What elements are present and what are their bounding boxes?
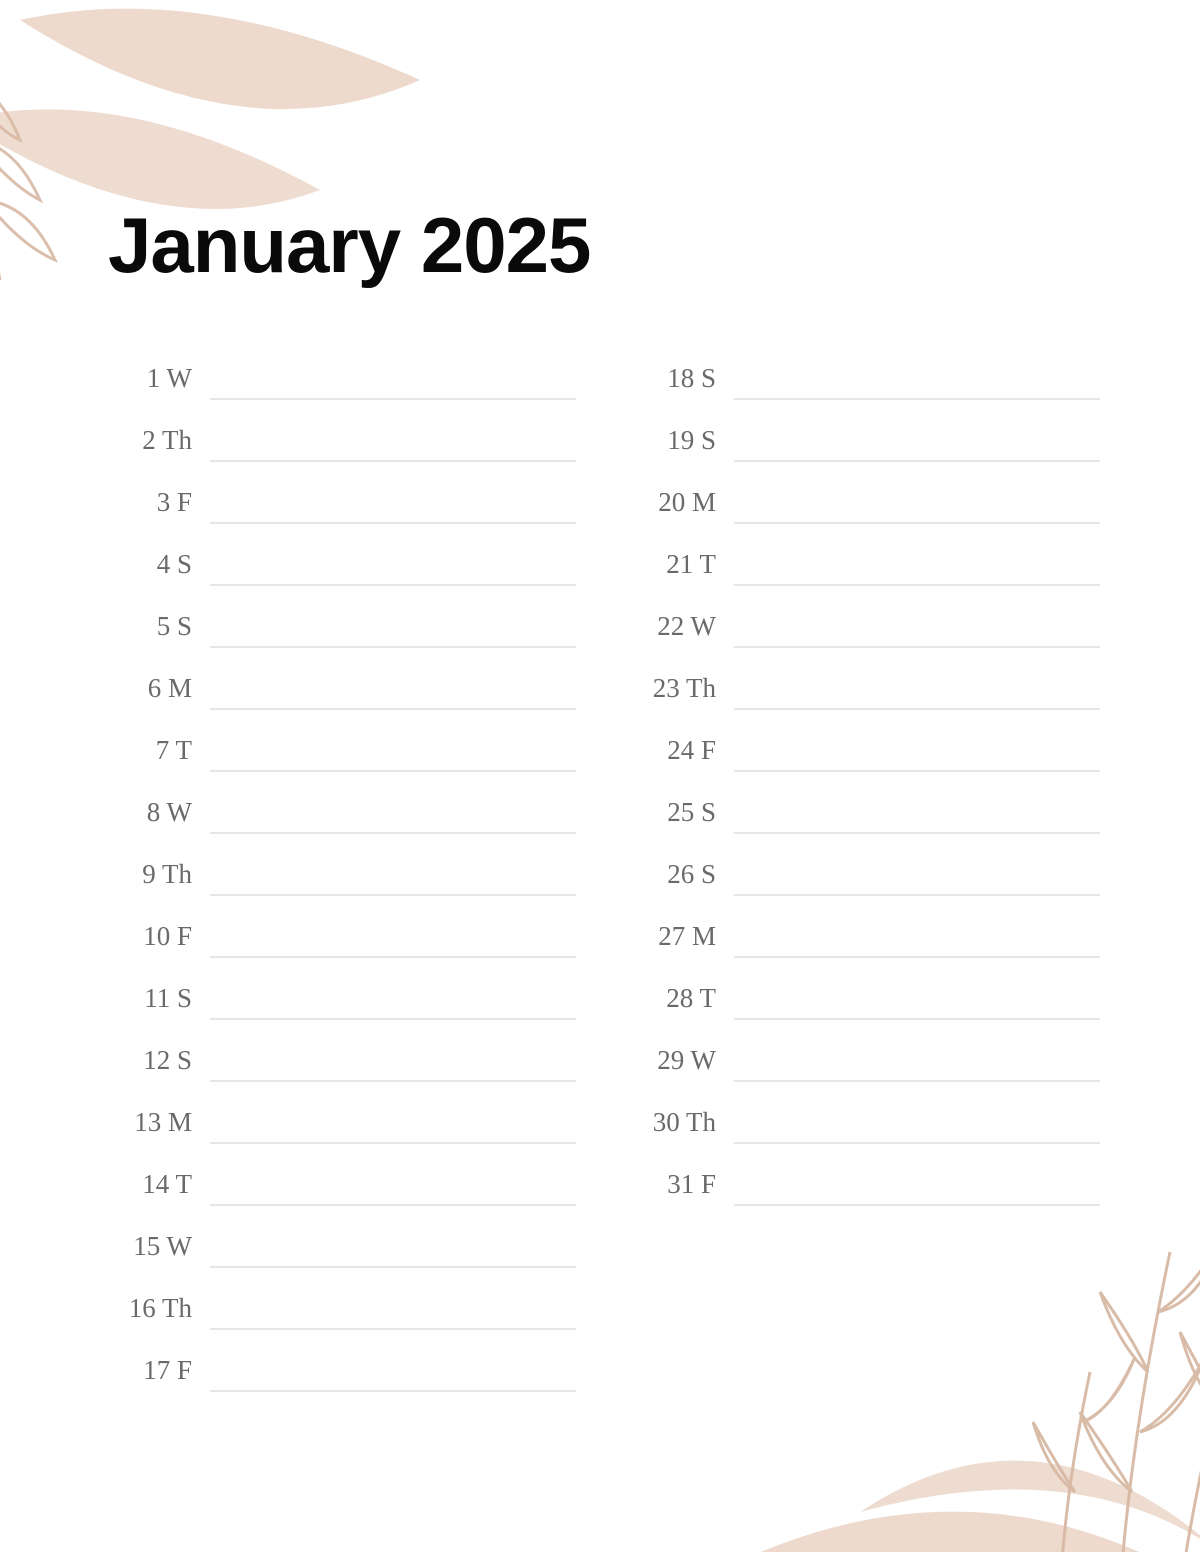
- day-label: 1 W: [100, 363, 210, 408]
- day-row: 23 Th: [624, 656, 1100, 718]
- day-label: 24 F: [624, 735, 734, 780]
- day-label: 5 S: [100, 611, 210, 656]
- day-label: 17 F: [100, 1355, 210, 1400]
- day-row: 12 S: [100, 1028, 576, 1090]
- day-write-line: [734, 708, 1100, 710]
- day-label: 31 F: [624, 1169, 734, 1214]
- day-row: 26 S: [624, 842, 1100, 904]
- day-label: 27 M: [624, 921, 734, 966]
- day-label: 19 S: [624, 425, 734, 470]
- day-label: 26 S: [624, 859, 734, 904]
- day-label: 30 Th: [624, 1107, 734, 1152]
- day-row: 13 M: [100, 1090, 576, 1152]
- day-write-line: [210, 832, 576, 834]
- day-write-line: [210, 770, 576, 772]
- day-row: 29 W: [624, 1028, 1100, 1090]
- day-label: 10 F: [100, 921, 210, 966]
- day-write-line: [210, 1018, 576, 1020]
- day-label: 23 Th: [624, 673, 734, 718]
- day-label: 4 S: [100, 549, 210, 594]
- day-row: 11 S: [100, 966, 576, 1028]
- day-row: 3 F: [100, 470, 576, 532]
- day-label: 20 M: [624, 487, 734, 532]
- day-write-line: [734, 1080, 1100, 1082]
- day-row: 7 T: [100, 718, 576, 780]
- day-row: 28 T: [624, 966, 1100, 1028]
- day-write-line: [210, 1080, 576, 1082]
- day-row: 19 S: [624, 408, 1100, 470]
- day-write-line: [734, 646, 1100, 648]
- page-title: January 2025: [108, 200, 1100, 291]
- day-columns: 1 W 2 Th 3 F 4 S 5 S 6 M 7 T 8 W 9 Th 10 F 11 S 12 …: [100, 346, 1100, 1400]
- day-row: 1 W: [100, 346, 576, 408]
- day-write-line: [734, 956, 1100, 958]
- day-row: 16 Th: [100, 1276, 576, 1338]
- day-write-line: [734, 1018, 1100, 1020]
- day-write-line: [734, 894, 1100, 896]
- day-row: 17 F: [100, 1338, 576, 1400]
- day-row: 4 S: [100, 532, 576, 594]
- day-label: 14 T: [100, 1169, 210, 1214]
- day-row: 31 F: [624, 1152, 1100, 1214]
- day-row: 24 F: [624, 718, 1100, 780]
- day-label: 11 S: [100, 983, 210, 1028]
- day-label: 22 W: [624, 611, 734, 656]
- day-row: 8 W: [100, 780, 576, 842]
- day-write-line: [210, 1390, 576, 1392]
- day-write-line: [210, 584, 576, 586]
- day-write-line: [210, 460, 576, 462]
- day-row: 21 T: [624, 532, 1100, 594]
- day-row: 14 T: [100, 1152, 576, 1214]
- day-label: 28 T: [624, 983, 734, 1028]
- day-label: 12 S: [100, 1045, 210, 1090]
- right-column: 18 S 19 S 20 M 21 T 22 W 23 Th 24 F 25 S 26 S 27 …: [624, 346, 1100, 1400]
- day-row: 27 M: [624, 904, 1100, 966]
- day-label: 3 F: [100, 487, 210, 532]
- day-label: 2 Th: [100, 425, 210, 470]
- calendar-page: January 2025 1 W 2 Th 3 F 4 S 5 S 6 M 7 T 8 W 9 …: [0, 0, 1200, 1552]
- day-write-line: [734, 832, 1100, 834]
- day-label: 25 S: [624, 797, 734, 842]
- day-write-line: [734, 584, 1100, 586]
- day-write-line: [734, 460, 1100, 462]
- day-write-line: [210, 708, 576, 710]
- day-row: 20 M: [624, 470, 1100, 532]
- day-write-line: [210, 894, 576, 896]
- day-label: 8 W: [100, 797, 210, 842]
- day-row: 25 S: [624, 780, 1100, 842]
- day-write-line: [210, 522, 576, 524]
- day-label: 18 S: [624, 363, 734, 408]
- left-column: 1 W 2 Th 3 F 4 S 5 S 6 M 7 T 8 W 9 Th 10 F 11 S 12 …: [100, 346, 576, 1400]
- day-row: 2 Th: [100, 408, 576, 470]
- day-label: 13 M: [100, 1107, 210, 1152]
- day-write-line: [734, 398, 1100, 400]
- day-row: 15 W: [100, 1214, 576, 1276]
- day-label: 29 W: [624, 1045, 734, 1090]
- day-row: 22 W: [624, 594, 1100, 656]
- day-write-line: [210, 1266, 576, 1268]
- day-write-line: [734, 1142, 1100, 1144]
- day-write-line: [210, 956, 576, 958]
- day-row: 5 S: [100, 594, 576, 656]
- day-row: 30 Th: [624, 1090, 1100, 1152]
- day-row: 18 S: [624, 346, 1100, 408]
- day-label: 16 Th: [100, 1293, 210, 1338]
- day-label: 15 W: [100, 1231, 210, 1276]
- day-label: 21 T: [624, 549, 734, 594]
- day-label: 9 Th: [100, 859, 210, 904]
- day-row: 9 Th: [100, 842, 576, 904]
- day-label: 7 T: [100, 735, 210, 780]
- day-write-line: [210, 646, 576, 648]
- day-write-line: [734, 522, 1100, 524]
- day-row: 6 M: [100, 656, 576, 718]
- day-label: 6 M: [100, 673, 210, 718]
- day-write-line: [734, 1204, 1100, 1206]
- day-write-line: [210, 398, 576, 400]
- day-write-line: [734, 770, 1100, 772]
- day-row: 10 F: [100, 904, 576, 966]
- day-write-line: [210, 1204, 576, 1206]
- day-write-line: [210, 1142, 576, 1144]
- day-write-line: [210, 1328, 576, 1330]
